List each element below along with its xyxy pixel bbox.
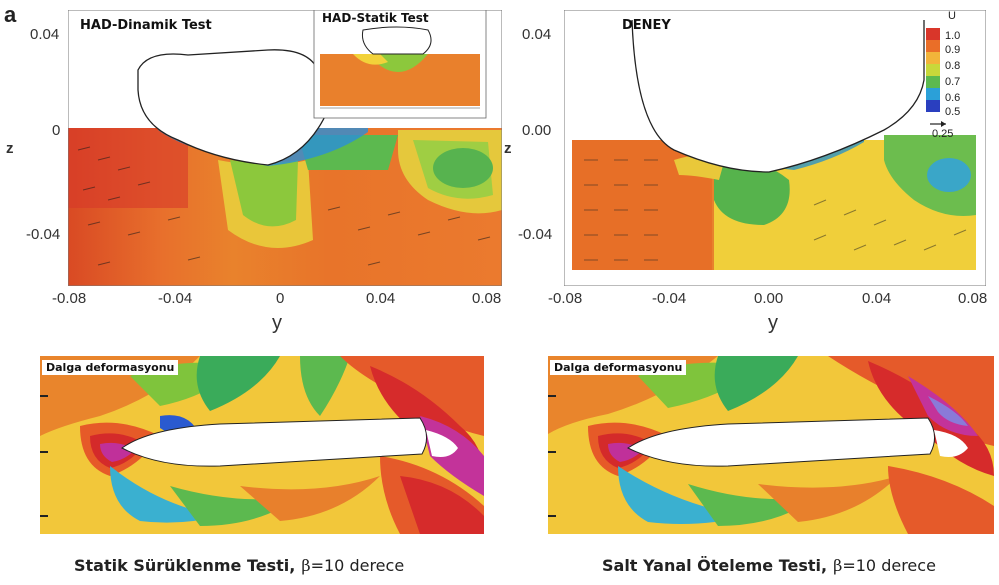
statik-inset-title: HAD-Statik Test <box>322 11 429 25</box>
caption-right-bold: Salt Yanal Öteleme Testi, <box>602 556 828 575</box>
z-axis-label-right: z <box>504 140 512 157</box>
x-tick-left: 0.08 <box>472 290 502 307</box>
y-tick-left: -0.04 <box>26 226 61 243</box>
beta-symbol: β <box>301 556 311 575</box>
legend-value: 0.9 <box>945 44 961 56</box>
y-tick-left: 0.04 <box>30 26 60 43</box>
colorbar <box>926 28 946 127</box>
wave-title-right: Dalga deformasyonu <box>550 360 687 375</box>
caption-right-rest: =10 derece <box>842 556 936 575</box>
wave-title-left: Dalga deformasyonu <box>42 360 179 375</box>
wave-panel-right <box>548 356 994 534</box>
x-tick-left: -0.08 <box>52 290 87 307</box>
legend-title: U <box>948 10 956 22</box>
y-tick-right: -0.04 <box>518 226 553 243</box>
caption-left-rest: =10 derece <box>310 556 405 575</box>
legend-value: 1.0 <box>945 30 961 42</box>
legend-value: 0.7 <box>945 76 961 88</box>
panel-letter: a <box>4 2 17 27</box>
x-tick-right: -0.04 <box>652 290 687 307</box>
y-axis-label-right: y <box>768 312 778 334</box>
beta-symbol: β <box>833 556 843 575</box>
deney-title: DENEY <box>622 18 671 33</box>
dinamik-title: HAD-Dinamik Test <box>80 18 212 33</box>
legend-value: 0.6 <box>945 92 961 104</box>
y-axis-label-left: y <box>272 312 282 334</box>
wave-panel-left <box>40 356 484 534</box>
caption-right: Salt Yanal Öteleme Testi, β=10 derece <box>602 556 936 575</box>
plot-deney <box>564 10 986 286</box>
legend-value: 0.8 <box>945 60 961 72</box>
legend-value: 0.5 <box>945 106 961 118</box>
x-tick-left: 0.04 <box>366 290 396 307</box>
vector-ref-value: 0.25 <box>932 128 954 140</box>
x-tick-left: 0 <box>276 290 285 307</box>
y-tick-left: 0 <box>52 122 61 139</box>
x-tick-right: 0.04 <box>862 290 892 307</box>
x-tick-right: 0.08 <box>958 290 988 307</box>
z-axis-label-left: z <box>6 140 14 157</box>
plot-dinamik <box>68 10 502 286</box>
x-tick-right: 0.00 <box>754 290 784 307</box>
x-tick-left: -0.04 <box>158 290 193 307</box>
y-tick-right: 0.00 <box>522 122 552 139</box>
x-tick-right: -0.08 <box>548 290 583 307</box>
y-tick-right: 0.04 <box>522 26 552 43</box>
caption-left-bold: Statik Sürüklenme Testi, <box>74 556 296 575</box>
caption-left: Statik Sürüklenme Testi, β=10 derece <box>74 556 404 575</box>
